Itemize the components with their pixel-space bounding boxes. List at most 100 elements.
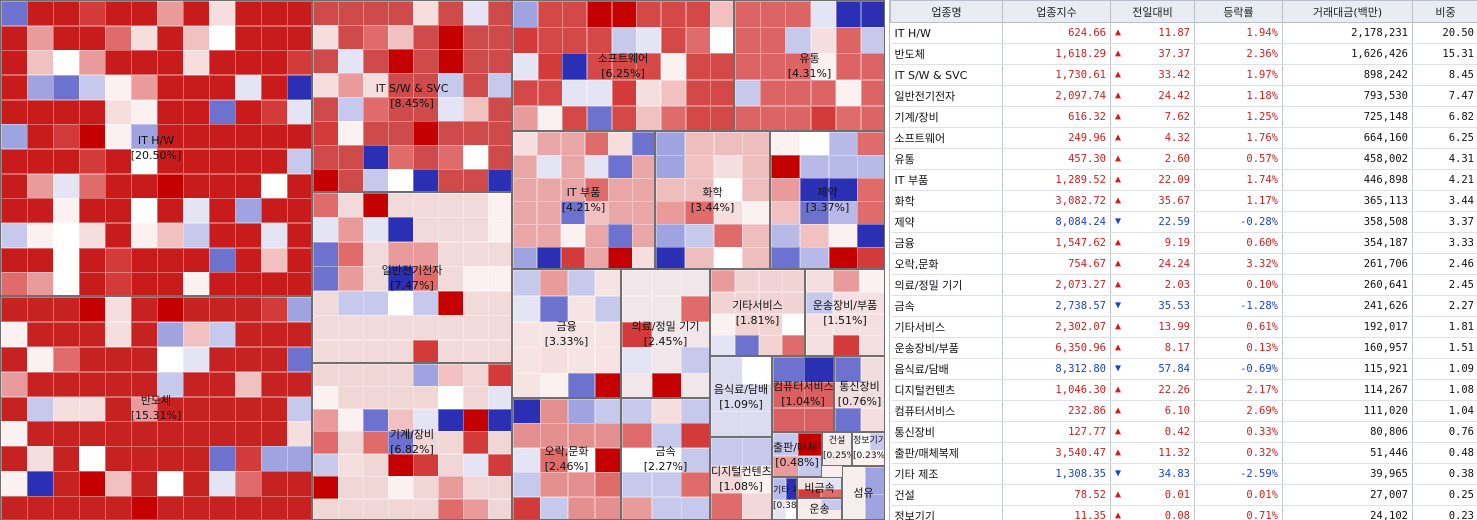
stock-tile[interactable]: [438, 193, 464, 218]
stock-tile[interactable]: [105, 149, 132, 175]
stock-tile[interactable]: [806, 270, 834, 293]
stock-tile[interactable]: [1, 396, 28, 422]
stock-tile[interactable]: [832, 270, 860, 293]
stock-tile[interactable]: [183, 124, 210, 150]
stock-tile[interactable]: [157, 496, 184, 519]
stock-tile[interactable]: [53, 99, 80, 125]
table-row[interactable]: 음식료/담배 8,312.80 ▼ 57.84 -0.69% 115,921 1.09: [890, 358, 1477, 380]
stock-tile[interactable]: [488, 476, 511, 500]
stock-tile[interactable]: [338, 339, 364, 362]
stock-tile[interactable]: [438, 266, 464, 292]
stock-tile[interactable]: [651, 447, 682, 473]
stock-tile[interactable]: [773, 499, 786, 519]
stock-tile[interactable]: [338, 49, 364, 74]
stock-tile[interactable]: [313, 290, 339, 316]
stock-tile[interactable]: [488, 49, 511, 74]
stock-tile[interactable]: [681, 295, 709, 323]
stock-tile[interactable]: [438, 25, 464, 50]
stock-tile[interactable]: [388, 25, 414, 50]
stock-tile[interactable]: [488, 315, 511, 341]
stock-tile[interactable]: [804, 407, 833, 431]
stock-tile[interactable]: [681, 373, 709, 397]
stock-tile[interactable]: [636, 27, 662, 54]
stock-tile[interactable]: [388, 169, 414, 191]
stock-tile[interactable]: [463, 266, 489, 292]
stock-tile[interactable]: [209, 321, 236, 348]
table-row[interactable]: 정보기기 11.35 ▲ 0.08 0.71% 24,102 0.23: [890, 505, 1477, 520]
stock-tile[interactable]: [463, 408, 489, 432]
stock-tile[interactable]: [287, 297, 311, 323]
stock-tile[interactable]: [131, 149, 158, 175]
stock-tile[interactable]: [488, 386, 511, 410]
stock-tile[interactable]: [209, 247, 236, 273]
stock-tile[interactable]: [388, 476, 414, 500]
table-row[interactable]: 화학 3,082.72 ▲ 35.67 1.17% 365,113 3.44: [890, 190, 1477, 212]
stock-tile[interactable]: [388, 386, 414, 410]
stock-tile[interactable]: [363, 476, 389, 500]
stock-tile[interactable]: [632, 224, 654, 248]
stock-tile[interactable]: [798, 433, 821, 456]
sector-block[interactable]: IT 부품 [4.21%]: [512, 131, 655, 269]
sector-block[interactable]: 운송장비/부품 [1.51%]: [805, 269, 885, 356]
stock-tile[interactable]: [313, 498, 339, 519]
stock-tile[interactable]: [438, 364, 464, 387]
stock-tile[interactable]: [651, 472, 682, 498]
stock-tile[interactable]: [513, 178, 538, 202]
stock-tile[interactable]: [105, 421, 132, 447]
stock-tile[interactable]: [388, 49, 414, 74]
table-row[interactable]: 운송장비/부품 6,350.96 ▲ 8.17 0.13% 160,957 1.51: [890, 337, 1477, 359]
stock-tile[interactable]: [463, 1, 489, 26]
stock-tile[interactable]: [338, 386, 364, 410]
stock-tile[interactable]: [183, 297, 210, 323]
stock-tile[interactable]: [513, 132, 538, 156]
stock-tile[interactable]: [287, 223, 311, 249]
stock-tile[interactable]: [835, 357, 861, 383]
stock-tile[interactable]: [536, 201, 562, 225]
stock-tile[interactable]: [363, 25, 389, 50]
stock-tile[interactable]: [157, 198, 184, 224]
stock-tile[interactable]: [1, 149, 28, 175]
stock-tile[interactable]: [742, 178, 769, 202]
stock-tile[interactable]: [313, 73, 339, 98]
stock-tile[interactable]: [1, 321, 28, 348]
stock-tile[interactable]: [536, 132, 562, 156]
stock-tile[interactable]: [235, 75, 262, 101]
stock-tile[interactable]: [313, 121, 339, 146]
stock-tile[interactable]: [661, 27, 687, 54]
stock-tile[interactable]: [413, 290, 439, 316]
stock-tile[interactable]: [261, 446, 288, 472]
stock-tile[interactable]: [608, 224, 633, 248]
stock-tile[interactable]: [681, 447, 709, 473]
stock-tile[interactable]: [488, 145, 511, 170]
table-row[interactable]: 유통 457.30 ▲ 2.60 0.57% 458,002 4.31: [890, 148, 1477, 170]
stock-tile[interactable]: [131, 75, 158, 101]
stock-tile[interactable]: [864, 494, 884, 519]
stock-tile[interactable]: [183, 99, 210, 125]
stock-tile[interactable]: [53, 346, 80, 373]
sector-block[interactable]: IT H/W [20.50%]: [0, 0, 312, 296]
stock-tile[interactable]: [594, 373, 620, 397]
stock-tile[interactable]: [388, 97, 414, 122]
stock-tile[interactable]: [105, 99, 132, 125]
stock-tile[interactable]: [587, 27, 613, 54]
stock-tile[interactable]: [742, 155, 769, 179]
sector-block[interactable]: 반도체 [15.31%]: [0, 296, 312, 520]
stock-tile[interactable]: [105, 223, 132, 249]
sector-name-cell[interactable]: 소프트웨어: [890, 127, 1003, 149]
stock-tile[interactable]: [540, 423, 568, 449]
stock-tile[interactable]: [488, 217, 511, 243]
stock-tile[interactable]: [685, 1, 711, 28]
stock-tile[interactable]: [835, 79, 862, 107]
stock-tile[interactable]: [859, 291, 884, 314]
sector-name-cell[interactable]: 음식료/담배: [890, 358, 1003, 380]
stock-tile[interactable]: [338, 97, 364, 122]
stock-tile[interactable]: [782, 291, 804, 314]
stock-tile[interactable]: [131, 446, 158, 472]
stock-tile[interactable]: [711, 438, 743, 467]
stock-tile[interactable]: [388, 498, 414, 519]
stock-tile[interactable]: [711, 335, 736, 355]
stock-tile[interactable]: [79, 173, 106, 199]
sector-name-cell[interactable]: 의료/정밀 기기: [890, 274, 1003, 296]
stock-tile[interactable]: [798, 478, 821, 489]
stock-tile[interactable]: [567, 399, 596, 424]
